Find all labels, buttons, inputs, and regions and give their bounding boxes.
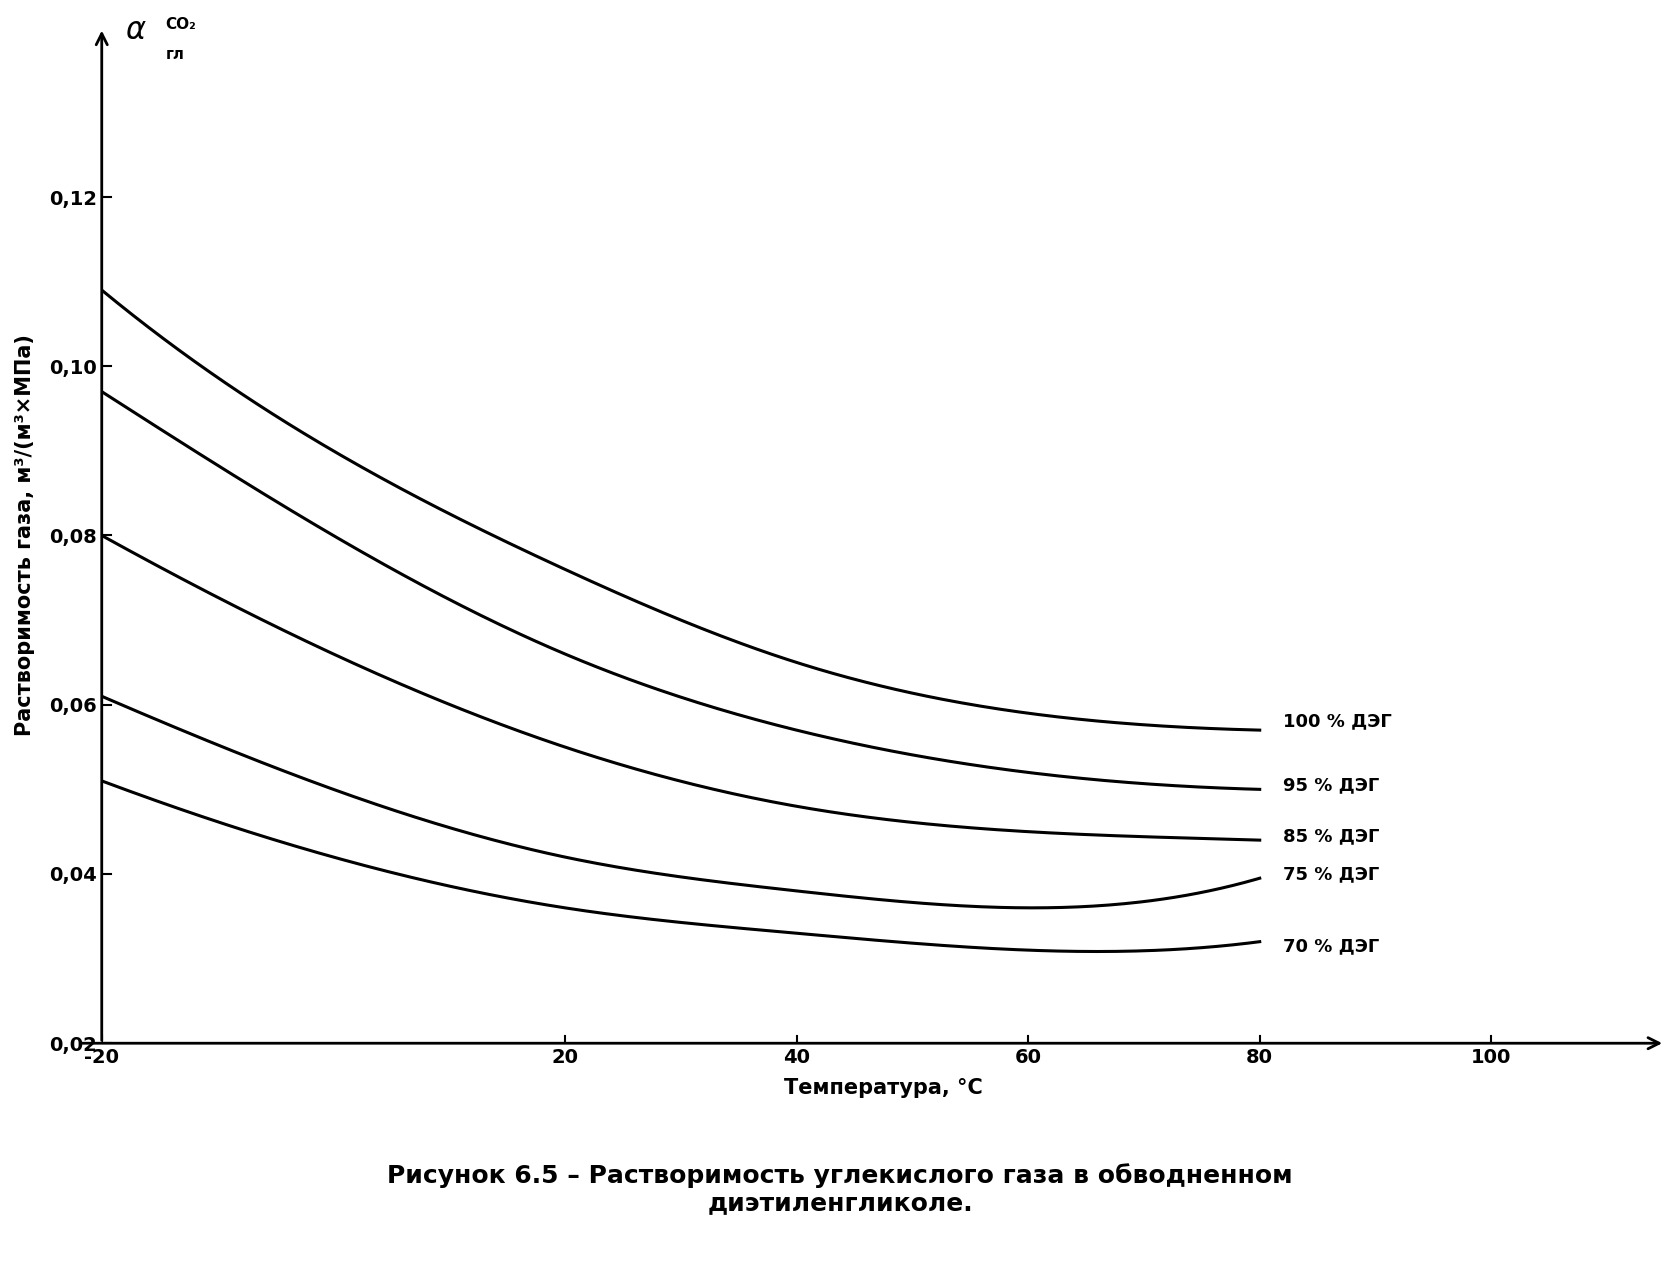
Text: 85 % ДЭГ: 85 % ДЭГ	[1284, 827, 1379, 845]
Text: $\alpha$: $\alpha$	[124, 15, 146, 44]
Text: 95 % ДЭГ: 95 % ДЭГ	[1284, 777, 1379, 794]
Text: 70 % ДЭГ: 70 % ДЭГ	[1284, 937, 1379, 955]
Y-axis label: Растворимость газа, м³/(м³×МПа): Растворимость газа, м³/(м³×МПа)	[15, 334, 35, 736]
X-axis label: Температура, °C: Температура, °C	[785, 1078, 983, 1098]
Text: 75 % ДЭГ: 75 % ДЭГ	[1284, 865, 1379, 883]
Text: 100 % ДЭГ: 100 % ДЭГ	[1284, 712, 1391, 731]
Text: Рисунок 6.5 – Растворимость углекислого газа в обводненном
диэтиленгликоле.: Рисунок 6.5 – Растворимость углекислого …	[386, 1163, 1294, 1216]
Text: гл: гл	[165, 47, 185, 62]
Text: CO₂: CO₂	[165, 16, 197, 32]
